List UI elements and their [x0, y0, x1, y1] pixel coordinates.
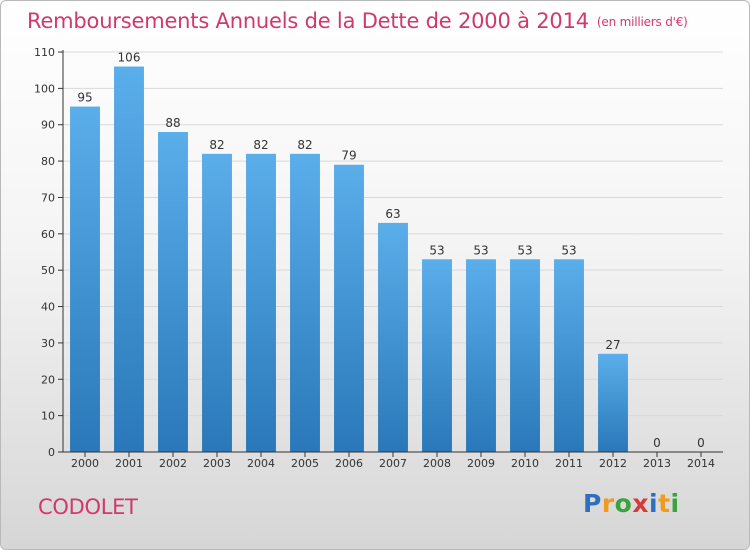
x-tick-label: 2001: [115, 457, 143, 470]
commune-name: CODOLET: [38, 495, 138, 519]
data-label-2008: 53: [429, 243, 444, 257]
x-tick-label: 2012: [599, 457, 627, 470]
y-tick-label: 110: [34, 46, 55, 59]
y-tick-label: 100: [34, 82, 55, 95]
y-tick-label: 30: [41, 337, 55, 350]
x-tick-label: 2010: [511, 457, 539, 470]
data-label-2009: 53: [473, 243, 488, 257]
chart-unit: (en milliers d'€): [596, 15, 688, 29]
x-tick-label: 2007: [379, 457, 407, 470]
x-tick-label: 2003: [203, 457, 231, 470]
y-tick-label: 80: [41, 155, 55, 168]
data-label-2002: 88: [165, 116, 180, 130]
data-label-2011: 53: [561, 243, 576, 257]
bars: [70, 66, 628, 452]
x-tick-label: 2005: [291, 457, 319, 470]
y-tick-label: 90: [41, 119, 55, 132]
bar-2005: [290, 153, 320, 452]
bar-2007: [378, 222, 408, 452]
data-label-2001: 106: [118, 51, 141, 65]
data-label-2014: 0: [697, 436, 705, 450]
bar-2003: [202, 153, 232, 452]
bar-2012: [598, 353, 628, 452]
x-tick-label: 2002: [159, 457, 187, 470]
data-label-2005: 82: [297, 138, 312, 152]
x-tick-label: 2000: [71, 457, 99, 470]
bar-2011: [554, 259, 584, 452]
y-tick-label: 0: [48, 446, 55, 459]
x-tick-label: 2011: [555, 457, 583, 470]
bar-2000: [70, 106, 100, 452]
proxiti-logo: Proxiti: [583, 489, 680, 518]
data-label-2006: 79: [341, 149, 356, 163]
data-label-2003: 82: [209, 138, 224, 152]
bar-2008: [422, 259, 452, 452]
data-label-2000: 95: [77, 91, 92, 105]
data-labels: 95 106 88 82 82 82 79 63 53 53 53 53 27 0 0: [77, 51, 704, 450]
y-tick-label: 20: [41, 373, 55, 386]
x-tick-label: 2013: [643, 457, 671, 470]
x-tick-label: 2014: [687, 457, 715, 470]
chart-title: Remboursements Annuels de la Dette de 20…: [27, 9, 688, 33]
axes: 0 10 20 30 40 50 60 70 80 90 100 110 2000 2001 2002 200…: [34, 46, 723, 470]
data-label-2010: 53: [517, 243, 532, 257]
x-tick-label: 2004: [247, 457, 275, 470]
y-tick-label: 10: [41, 410, 55, 423]
y-tick-label: 50: [41, 264, 55, 277]
data-label-2013: 0: [653, 436, 661, 450]
data-label-2004: 82: [253, 138, 268, 152]
chart-title-text: Remboursements Annuels de la Dette de 20…: [27, 9, 589, 33]
y-tick-label: 60: [41, 228, 55, 241]
bar-2004: [246, 153, 276, 452]
y-tick-label: 70: [41, 191, 55, 204]
bar-2010: [510, 259, 540, 452]
x-tick-label: 2008: [423, 457, 451, 470]
x-tick-label: 2006: [335, 457, 363, 470]
data-label-2007: 63: [385, 207, 400, 221]
data-label-2012: 27: [605, 338, 620, 352]
y-tick-label: 40: [41, 301, 55, 314]
bar-2006: [334, 164, 364, 452]
bar-2002: [158, 132, 188, 452]
bar-2009: [466, 259, 496, 452]
x-tick-label: 2009: [467, 457, 495, 470]
bar-2001: [114, 66, 144, 452]
